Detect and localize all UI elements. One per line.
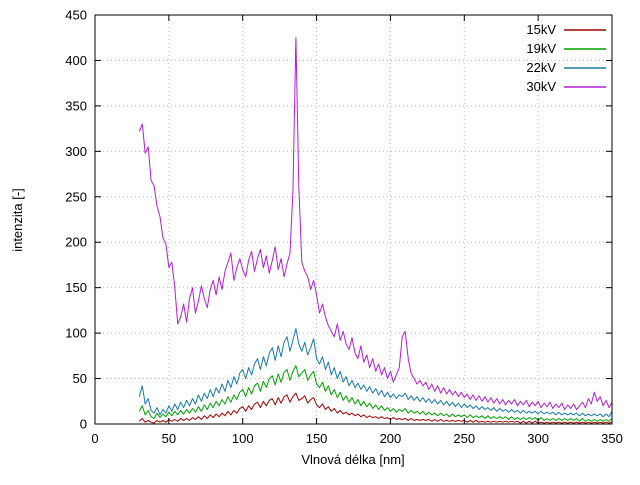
plot-border	[94, 14, 613, 425]
x-tick-label: 250	[453, 431, 475, 446]
x-tick-label: 350	[601, 431, 623, 446]
x-tick-label: 50	[162, 431, 176, 446]
y-tick-label: 0	[80, 417, 87, 432]
legend-label-19kV: 19kV	[526, 41, 556, 56]
y-tick-label: 450	[65, 8, 87, 23]
y-tick-label: 100	[65, 326, 87, 341]
series-line-22kV	[138, 328, 613, 418]
x-tick-label: 300	[527, 431, 549, 446]
y-tick-label: 50	[73, 371, 87, 386]
series-layer	[138, 37, 613, 424]
x-tick-label: 100	[232, 431, 254, 446]
legend-label-22kV: 22kV	[526, 60, 556, 75]
x-axis-title: Vlnová délka [nm]	[301, 452, 404, 467]
series-line-19kV	[138, 365, 613, 422]
y-tick-label: 300	[65, 144, 87, 159]
y-tick-label: 150	[65, 280, 87, 295]
x-tick-label: 150	[306, 431, 328, 446]
grid-layer	[94, 14, 613, 425]
tick-label-layer: 0 50 100 150 200 250 300 350 0 50 100 150 200 250 300 3…	[65, 8, 623, 447]
y-tick-label: 400	[65, 53, 87, 68]
series-line-15kV	[138, 392, 613, 424]
y-tick-label: 200	[65, 235, 87, 250]
legend-label-30kV: 30kV	[526, 79, 556, 94]
tick-layer	[94, 14, 613, 425]
y-axis-title: intenzita [-]	[10, 188, 25, 252]
x-tick-label: 200	[380, 431, 402, 446]
y-tick-label: 350	[65, 98, 87, 113]
legend-label-15kV: 15kV	[526, 22, 556, 37]
x-tick-label: 0	[91, 431, 98, 446]
series-line-30kV	[138, 37, 613, 410]
y-tick-label: 250	[65, 189, 87, 204]
legend: 15kV 19kV 22kV 30kV	[526, 22, 606, 94]
